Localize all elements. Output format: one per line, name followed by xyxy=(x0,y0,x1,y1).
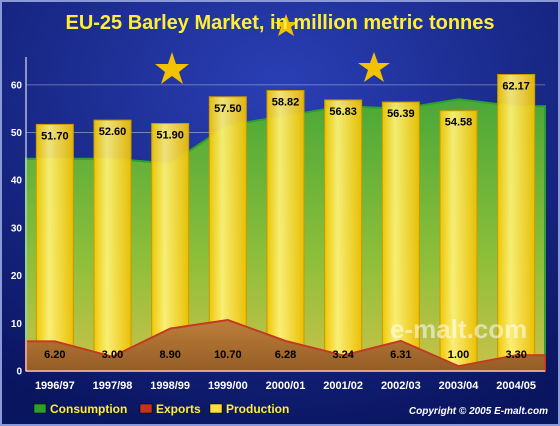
x-tick-label: 1998/99 xyxy=(150,380,190,392)
legend-label-production: Production xyxy=(226,402,289,416)
legend-swatch-consumption xyxy=(33,403,47,414)
y-axis: 0 10 20 30 40 50 60 xyxy=(11,57,27,378)
exports-value-label: 6.20 xyxy=(44,349,65,361)
exports-value-label: 10.70 xyxy=(214,349,242,361)
x-tick-label: 2003/04 xyxy=(439,380,480,392)
production-bar xyxy=(93,119,132,372)
exports-value-label: 3.24 xyxy=(332,349,354,361)
production-value-label: 51.90 xyxy=(156,129,184,141)
production-bar xyxy=(324,99,363,372)
x-tick-label: 1997/98 xyxy=(93,380,133,392)
star-icon xyxy=(274,14,298,36)
production-bar xyxy=(439,110,478,372)
production-bar xyxy=(497,73,536,372)
y-tick-label: 60 xyxy=(11,80,23,91)
production-value-label: 56.83 xyxy=(329,106,357,118)
production-value-label: 54.58 xyxy=(445,117,473,129)
production-value-label: 51.70 xyxy=(41,130,69,142)
exports-value-label: 6.28 xyxy=(275,349,296,361)
legend: Consumption Exports Production xyxy=(33,402,289,416)
exports-overlay xyxy=(26,320,545,371)
legend-swatch-production xyxy=(209,403,223,414)
y-tick-label: 40 xyxy=(11,176,23,187)
legend-swatch-exports xyxy=(139,403,153,414)
exports-value-label: 3.30 xyxy=(505,349,526,361)
value-labels: 51.70 52.60 51.90 57.50 58.82 56.83 56.39 54.58… xyxy=(41,80,530,361)
production-bar xyxy=(35,123,74,372)
production-value-label: 56.39 xyxy=(387,108,415,120)
watermark: e-malt.com xyxy=(390,314,527,344)
exports-value-label: 6.31 xyxy=(390,349,411,361)
exports-area xyxy=(25,318,546,372)
production-value-label: 62.17 xyxy=(502,80,530,92)
y-tick-label: 10 xyxy=(11,319,23,330)
production-value-label: 52.60 xyxy=(99,126,127,138)
production-bar xyxy=(266,89,305,372)
exports-series xyxy=(25,318,546,372)
star-icon xyxy=(155,52,189,84)
x-tick-label: 2002/03 xyxy=(381,380,421,392)
y-tick-label: 30 xyxy=(11,223,23,234)
x-tick-label: 2000/01 xyxy=(266,380,306,392)
star-decorations xyxy=(155,14,390,84)
x-tick-label: 2001/02 xyxy=(323,380,363,392)
exports-value-label: 3.00 xyxy=(102,349,123,361)
legend-label-exports: Exports xyxy=(156,402,201,416)
chart-title: EU-25 Barley Market, in million metric t… xyxy=(65,12,494,34)
exports-value-label: 8.90 xyxy=(159,349,180,361)
copyright: Copyright © 2005 E-malt.com xyxy=(409,406,548,417)
x-axis: 1996/97 1997/98 1998/99 1999/00 2000/01 2001/… xyxy=(26,370,545,392)
production-value-label: 58.82 xyxy=(272,96,300,108)
x-tick-label: 1999/00 xyxy=(208,380,248,392)
x-tick-label: 1996/97 xyxy=(35,380,75,392)
x-tick-label: 2004/05 xyxy=(496,380,536,392)
y-tick-label: 0 xyxy=(16,367,22,378)
legend-label-consumption: Consumption xyxy=(50,402,127,416)
production-value-label: 57.50 xyxy=(214,103,242,115)
y-tick-label: 20 xyxy=(11,271,23,282)
y-tick-label: 50 xyxy=(11,128,23,139)
star-icon xyxy=(358,52,390,82)
exports-value-label: 1.00 xyxy=(448,349,469,361)
